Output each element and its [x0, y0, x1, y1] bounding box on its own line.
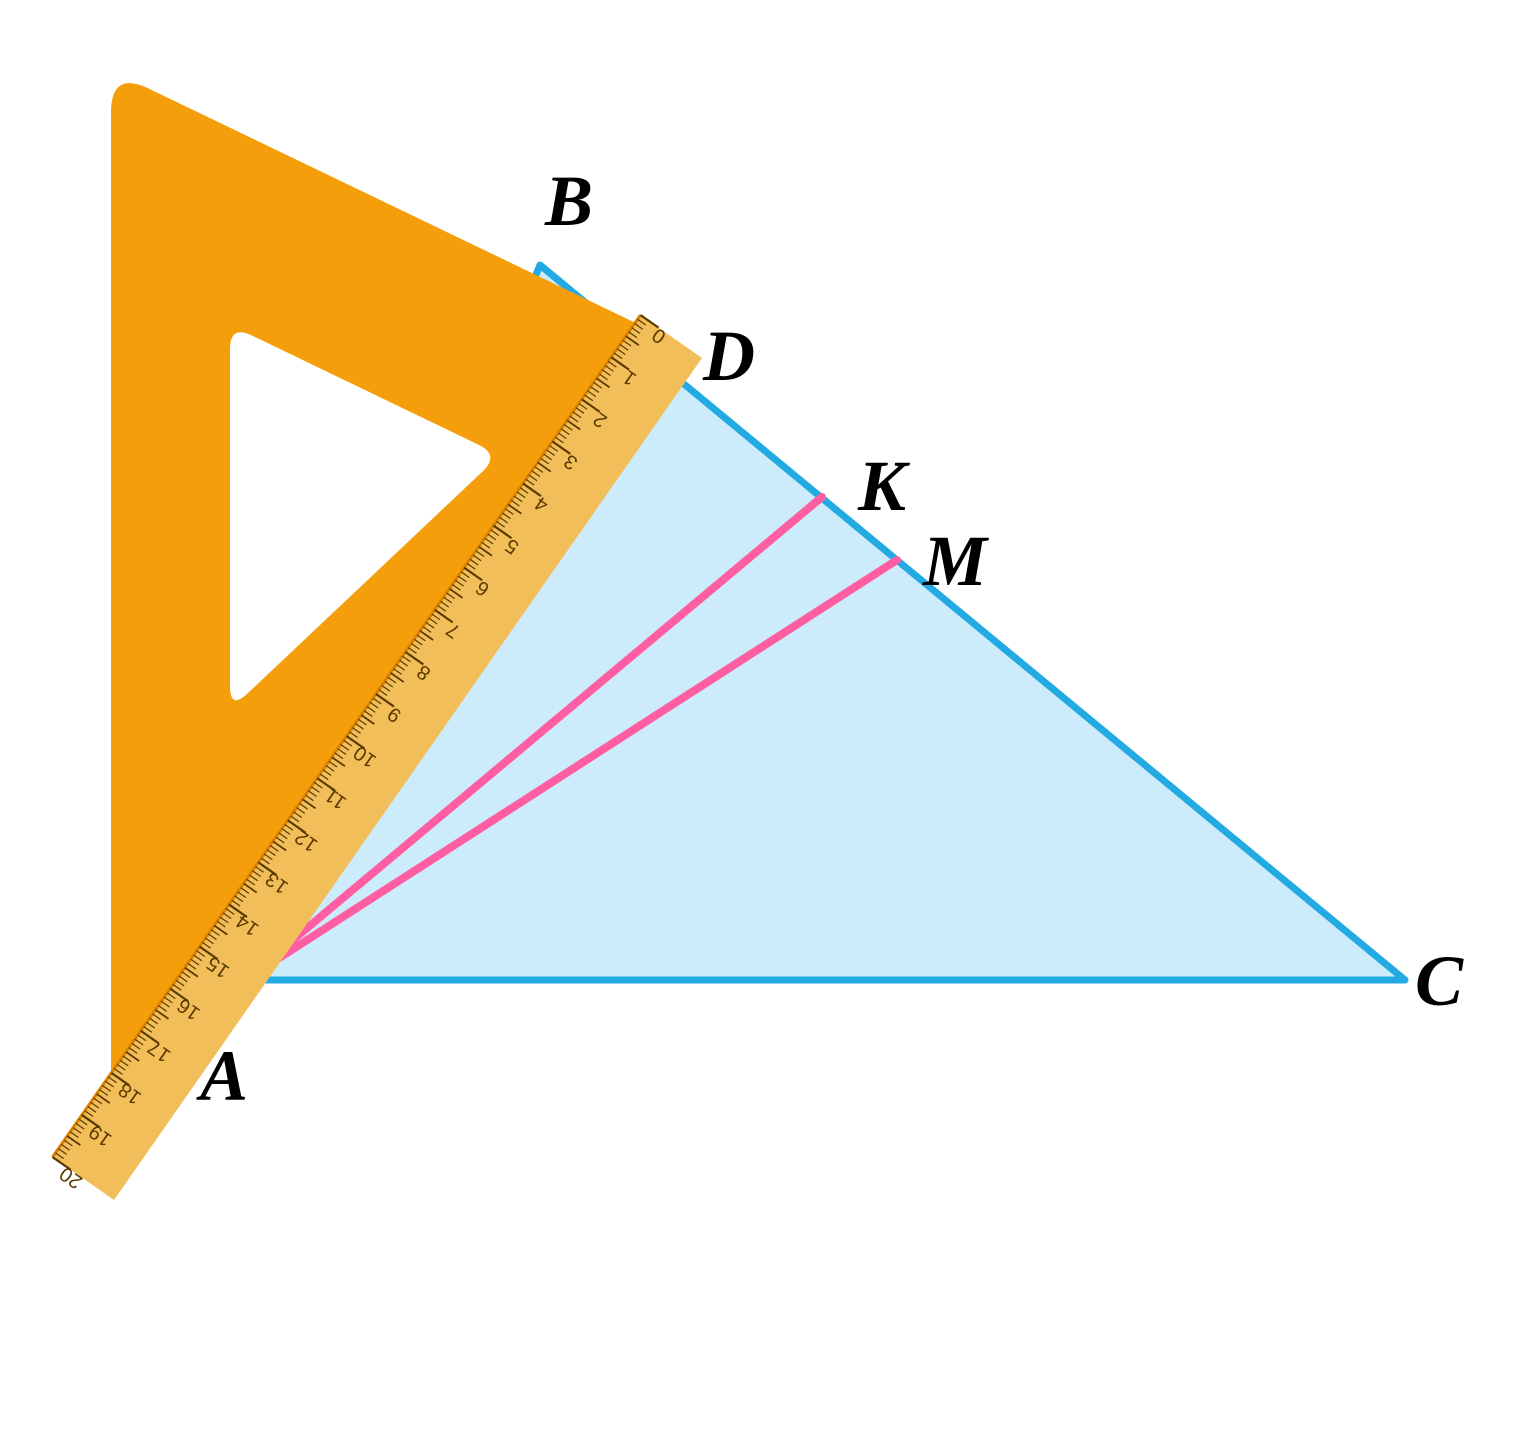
- label-b: B: [544, 161, 593, 241]
- label-k: K: [857, 446, 911, 526]
- label-d: D: [702, 316, 755, 396]
- label-c: C: [1415, 941, 1464, 1021]
- label-a: A: [196, 1036, 248, 1116]
- label-m: M: [922, 521, 990, 601]
